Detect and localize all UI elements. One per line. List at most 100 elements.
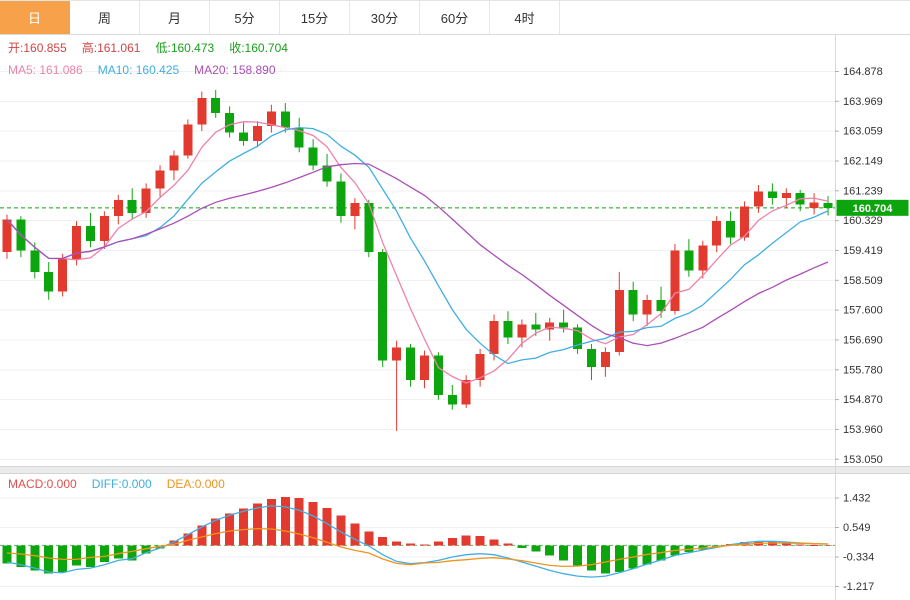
macd-bar xyxy=(197,525,207,546)
candle-body[interactable] xyxy=(294,127,304,148)
candle-body[interactable] xyxy=(670,250,680,312)
candle-body[interactable] xyxy=(30,250,40,272)
tab-月[interactable]: 月 xyxy=(140,1,210,34)
candle-body[interactable] xyxy=(2,219,12,253)
candle-body[interactable] xyxy=(740,206,750,238)
macd-bar xyxy=(823,545,833,547)
candle-body[interactable] xyxy=(642,299,652,315)
candle-body[interactable] xyxy=(726,221,736,238)
candle-body[interactable] xyxy=(406,347,416,381)
candle-body[interactable] xyxy=(809,202,819,208)
macd-bar xyxy=(113,545,123,559)
candle-body[interactable] xyxy=(113,199,123,217)
candle-body[interactable] xyxy=(183,124,193,156)
macd-bar xyxy=(308,501,318,546)
candle-body[interactable] xyxy=(614,289,624,353)
chart-plot-area[interactable] xyxy=(0,35,835,466)
candle-body[interactable] xyxy=(753,191,763,207)
candle-body[interactable] xyxy=(141,188,151,213)
candle-body[interactable] xyxy=(392,347,402,361)
tab-30分[interactable]: 30分 xyxy=(350,1,420,34)
candle-body[interactable] xyxy=(586,348,596,367)
tab-15分[interactable]: 15分 xyxy=(280,1,350,34)
price-gridlines xyxy=(0,71,835,587)
candle-body[interactable] xyxy=(85,225,95,241)
macd-bar xyxy=(781,543,791,546)
macd-bar xyxy=(16,545,26,568)
candle-body[interactable] xyxy=(127,199,137,213)
candle-body[interactable] xyxy=(489,321,499,354)
candle-body[interactable] xyxy=(169,155,179,171)
candle-body[interactable] xyxy=(433,355,443,395)
candle-body[interactable] xyxy=(99,216,109,241)
candle-body[interactable] xyxy=(503,321,513,338)
candle-body[interactable] xyxy=(573,327,583,349)
candle-body[interactable] xyxy=(266,111,276,127)
candle-body[interactable] xyxy=(475,353,485,381)
candle-body[interactable] xyxy=(252,126,262,141)
macd-bar xyxy=(30,545,40,571)
candle-body[interactable] xyxy=(239,132,249,141)
candle-body[interactable] xyxy=(378,252,388,361)
candle-body[interactable] xyxy=(517,324,527,338)
candle-body[interactable] xyxy=(461,380,471,405)
candle-body[interactable] xyxy=(322,165,332,182)
candle-body[interactable] xyxy=(698,245,708,271)
macd-bar xyxy=(141,545,151,554)
macd-axis-label: 1.432 xyxy=(843,493,871,505)
macd-bar xyxy=(239,508,249,546)
candle-body[interactable] xyxy=(72,225,82,259)
candle-body[interactable] xyxy=(628,289,638,315)
candle-body[interactable] xyxy=(308,147,318,166)
macd-bar xyxy=(461,535,471,546)
price-axis-label: 163.969 xyxy=(843,96,883,108)
candle-body[interactable] xyxy=(58,258,68,292)
candle-body[interactable] xyxy=(364,203,374,253)
macd-bar xyxy=(586,545,596,571)
macd-bar xyxy=(2,545,12,564)
candle-body[interactable] xyxy=(44,271,54,292)
macd-bar xyxy=(419,544,429,546)
panel-splitter[interactable] xyxy=(0,466,910,474)
candle-body[interactable] xyxy=(155,170,165,189)
candle-body[interactable] xyxy=(559,322,569,328)
candle-body[interactable] xyxy=(781,193,791,199)
candle-body[interactable] xyxy=(197,98,207,125)
candle-body[interactable] xyxy=(767,191,777,199)
tab-周[interactable]: 周 xyxy=(70,1,140,34)
candle-body[interactable] xyxy=(211,98,221,113)
candle-body[interactable] xyxy=(545,322,555,330)
tab-日[interactable]: 日 xyxy=(0,1,70,34)
macd-bar xyxy=(225,513,235,546)
candle-body[interactable] xyxy=(350,203,360,217)
macd-bar xyxy=(266,499,276,546)
candle-body[interactable] xyxy=(531,324,541,330)
candle-body[interactable] xyxy=(656,299,666,312)
tab-60分[interactable]: 60分 xyxy=(420,1,490,34)
diff-line xyxy=(6,505,829,578)
macd-axis-label: 0.549 xyxy=(843,522,871,534)
price-axis-label: 158.509 xyxy=(843,275,883,287)
candle-body[interactable] xyxy=(336,181,346,217)
tab-5分[interactable]: 5分 xyxy=(210,1,280,34)
tab-4时[interactable]: 4时 xyxy=(490,1,560,34)
macd-bar xyxy=(58,545,68,573)
candle-body[interactable] xyxy=(280,111,290,128)
ma20-line xyxy=(6,162,829,347)
macd-bar xyxy=(127,545,137,561)
timeframe-tabs: 日周月 5分 15分 30分 60分 4时 xyxy=(0,0,910,35)
macd-axis: 1.432 0.549 -0.334 -1.217 xyxy=(835,493,874,593)
macd-bar xyxy=(183,533,193,546)
candle-body[interactable] xyxy=(684,250,694,271)
price-axis-label: 157.600 xyxy=(843,305,883,317)
candlestick-series[interactable] xyxy=(2,89,833,431)
candle-body[interactable] xyxy=(712,221,722,246)
ma10-line xyxy=(6,126,829,365)
candle-body[interactable] xyxy=(823,202,833,208)
candle-body[interactable] xyxy=(447,394,457,405)
price-axis-label: 159.419 xyxy=(843,245,883,257)
candle-body[interactable] xyxy=(225,112,235,133)
candle-body[interactable] xyxy=(419,355,429,381)
candle-body[interactable] xyxy=(600,352,610,367)
